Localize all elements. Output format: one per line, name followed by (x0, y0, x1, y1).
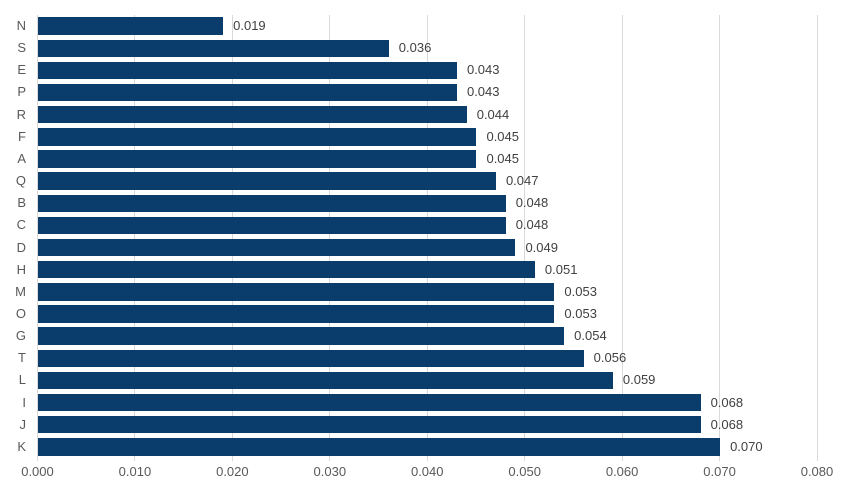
x-axis-tick-label: 0.010 (118, 464, 152, 479)
category-label: R (16, 106, 26, 122)
category-label: P (17, 84, 26, 100)
bar (38, 371, 613, 390)
bar (38, 216, 506, 235)
bar (38, 172, 496, 190)
bar (38, 283, 555, 301)
bar (38, 393, 701, 412)
category-label: T (18, 350, 26, 366)
category-label: M (15, 283, 26, 299)
category-label: I (22, 394, 26, 410)
value-label: 0.059 (622, 372, 656, 388)
bar (38, 327, 565, 345)
x-axis-tick-label: 0.050 (508, 464, 541, 479)
value-label: 0.036 (398, 40, 432, 56)
category-label: B (17, 195, 26, 211)
gridline (524, 15, 526, 461)
gridline (621, 15, 623, 461)
gridline (37, 15, 38, 461)
value-label: 0.045 (486, 150, 520, 166)
x-axis-tick-label: 0.040 (410, 464, 444, 479)
category-label: F (18, 128, 26, 144)
category-label: G (15, 328, 26, 344)
value-label: 0.047 (505, 173, 539, 189)
gridline (719, 15, 721, 461)
gridline (231, 15, 233, 461)
value-label: 0.068 (710, 394, 744, 410)
value-label: 0.044 (476, 106, 510, 122)
gridline (134, 15, 136, 461)
gridline (816, 15, 818, 461)
value-label: 0.049 (525, 239, 558, 255)
x-axis-tick-label: 0.000 (21, 464, 54, 479)
category-label: A (17, 150, 26, 166)
bar (38, 128, 477, 146)
bar (38, 305, 555, 323)
category-label: L (18, 372, 26, 388)
bar (38, 438, 721, 456)
x-axis-tick-label: 0.020 (216, 464, 249, 479)
category-label: E (17, 62, 26, 78)
category-label: O (15, 305, 26, 321)
value-label: 0.053 (564, 305, 597, 321)
bar (38, 238, 516, 257)
x-axis-tick-label: 0.070 (703, 464, 736, 479)
bar (38, 61, 457, 80)
x-axis-tick-label: 0.080 (800, 464, 834, 479)
value-label: 0.043 (466, 62, 500, 78)
bar (38, 194, 506, 212)
category-label: S (17, 40, 26, 56)
bar (38, 17, 224, 35)
value-label: 0.048 (515, 195, 549, 211)
bar (38, 39, 389, 57)
gridline (426, 15, 428, 461)
category-label: C (16, 217, 26, 233)
bar (38, 261, 535, 279)
value-label: 0.068 (710, 416, 744, 432)
value-label: 0.043 (466, 84, 500, 100)
bar (38, 416, 701, 434)
bar (38, 105, 467, 124)
x-axis-tick-label: 0.030 (313, 464, 347, 479)
value-label: 0.051 (544, 261, 578, 277)
value-label: 0.070 (730, 438, 763, 454)
value-label: 0.045 (486, 128, 520, 144)
category-label: H (16, 261, 26, 277)
category-label: N (16, 18, 26, 33)
value-label: 0.053 (564, 283, 597, 299)
value-label: 0.056 (593, 350, 627, 366)
gridline (329, 15, 331, 461)
category-label: Q (15, 173, 26, 189)
x-axis-tick-label: 0.060 (605, 464, 639, 479)
category-label: K (17, 438, 26, 454)
category-label: J (19, 416, 27, 432)
bar (38, 150, 477, 168)
value-label: 0.054 (574, 328, 607, 344)
bar (38, 83, 457, 102)
value-label: 0.019 (233, 18, 266, 33)
bar (38, 349, 584, 368)
value-label: 0.048 (515, 217, 549, 233)
category-label: D (16, 239, 26, 255)
